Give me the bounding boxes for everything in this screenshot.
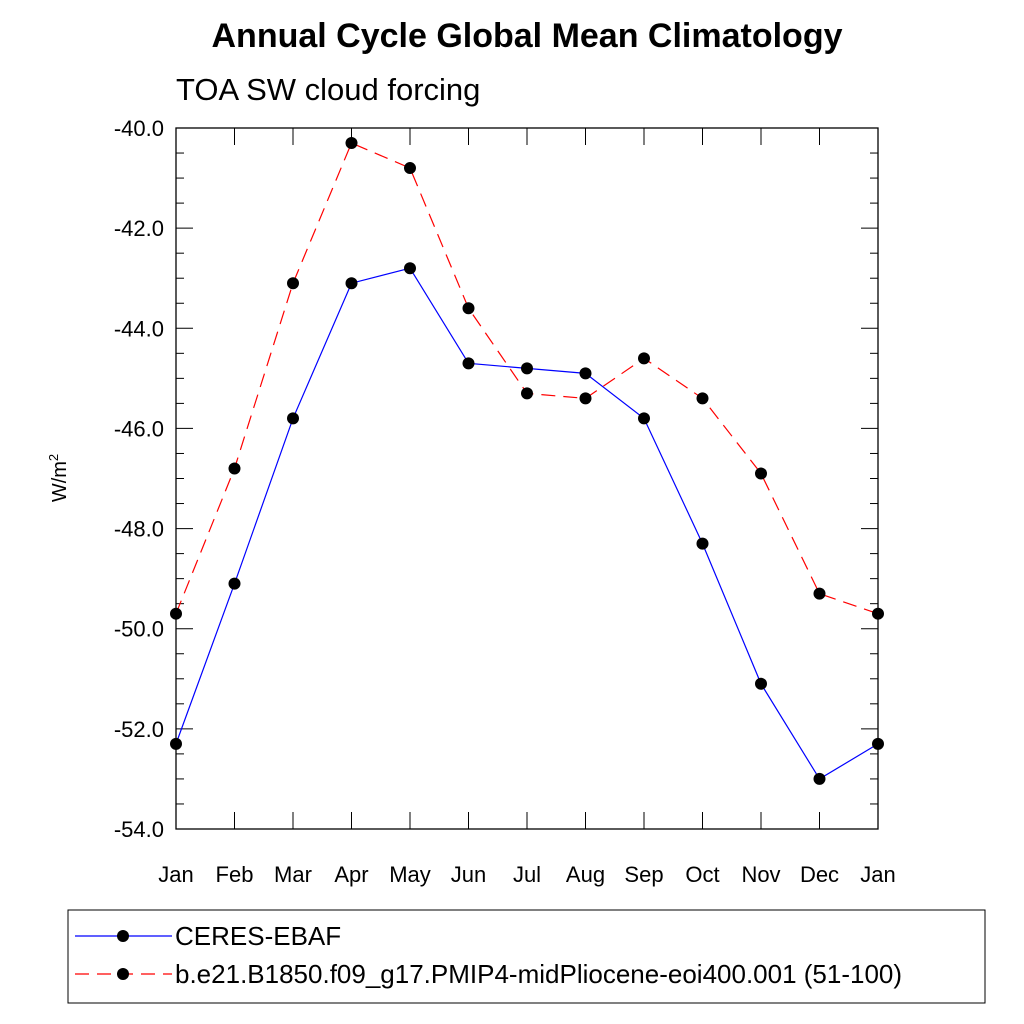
chart-subtitle: TOA SW cloud forcing (176, 72, 480, 107)
series-line (175, 142, 879, 615)
data-point (404, 162, 416, 175)
y-tick-label: -54.0 (114, 817, 164, 842)
x-tick-label: May (389, 862, 431, 887)
data-point (872, 607, 884, 620)
data-point (696, 392, 709, 405)
x-tick-label: Mar (274, 862, 312, 887)
x-tick-label: Nov (741, 862, 780, 887)
y-axis-title: W/m2 (46, 454, 71, 502)
data-point (638, 352, 650, 365)
y-tick-label: -44.0 (114, 316, 164, 341)
plot-frame (175, 127, 879, 830)
data-point (228, 462, 241, 475)
x-tick-label: Sep (624, 862, 663, 887)
y-axis-ticks (176, 127, 878, 830)
y-tick-label: -52.0 (114, 717, 164, 742)
data-point (404, 262, 416, 275)
x-tick-label: Aug (566, 862, 605, 887)
data-point (345, 137, 358, 150)
y-tick-label: -40.0 (114, 116, 164, 141)
chart-title: Annual Cycle Global Mean Climatology (212, 17, 843, 55)
y-axis-labels: -40.0 -42.0 -44.0 -46.0 -48.0 -50.0 -52.0 -54.0 (114, 116, 164, 842)
x-axis-labels: Jan Feb Mar Apr May Jun Jul Aug Sep Oct Nov Dec Jan (158, 862, 895, 887)
data-point (287, 277, 299, 290)
data-point (696, 537, 709, 550)
series-line (175, 267, 879, 780)
data-point (345, 277, 358, 290)
data-point (872, 737, 884, 750)
y-tick-label: -42.0 (114, 216, 164, 241)
data-point (579, 392, 592, 405)
data-point (755, 677, 767, 690)
x-tick-label: Oct (685, 862, 719, 887)
y-axis-unit-exponent: 2 (46, 454, 61, 461)
data-point (813, 772, 826, 785)
series-2 (170, 137, 884, 620)
legend-marker (117, 930, 129, 942)
data-point (521, 387, 533, 400)
x-tick-label: Jan (860, 862, 895, 887)
legend-box (67, 909, 986, 1004)
data-point (462, 357, 475, 370)
data-point (638, 412, 650, 425)
y-tick-label: -48.0 (114, 517, 164, 542)
y-tick-label: -50.0 (114, 617, 164, 642)
data-point (755, 467, 767, 480)
data-point (228, 577, 241, 590)
legend-label: b.e21.B1850.f09_g17.PMIP4-midPliocene-eo… (175, 959, 902, 989)
data-point (813, 587, 826, 600)
x-axis-ticks (175, 128, 879, 829)
data-point (170, 737, 182, 750)
series-layer (170, 137, 884, 785)
x-tick-label: Jun (451, 862, 486, 887)
legend-entry: b.e21.B1850.f09_g17.PMIP4-midPliocene-eo… (75, 959, 902, 989)
legend-entry: CERES-EBAF (75, 921, 341, 951)
data-point (579, 367, 592, 380)
x-tick-label: Dec (800, 862, 839, 887)
y-axis-unit: W/m (49, 461, 71, 502)
data-point (287, 412, 299, 425)
x-tick-label: Apr (334, 862, 368, 887)
x-tick-label: Jan (158, 862, 193, 887)
legend-label: CERES-EBAF (175, 921, 341, 951)
x-tick-label: Feb (216, 862, 254, 887)
data-point (170, 607, 182, 620)
series-1 (170, 262, 884, 785)
y-tick-label: -46.0 (114, 416, 164, 441)
x-tick-label: Jul (513, 862, 541, 887)
legend: CERES-EBAF b.e21.B1850.f09_g17.PMIP4-midP… (67, 909, 986, 1004)
data-point (462, 302, 475, 315)
legend-marker (117, 968, 129, 980)
data-point (521, 362, 533, 375)
